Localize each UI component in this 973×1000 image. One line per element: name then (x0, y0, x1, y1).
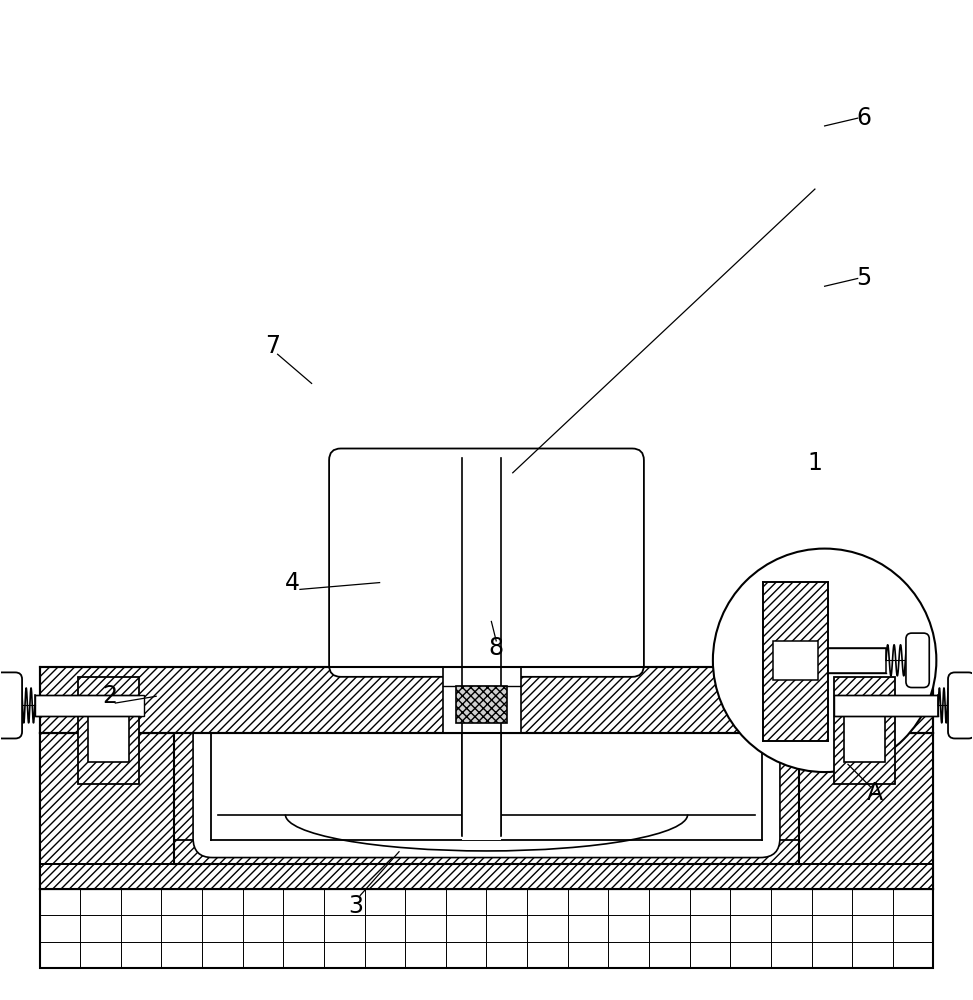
Bar (40, 733, 933, 889)
Bar (89, 713, 129, 762)
Bar (40, 733, 173, 889)
Bar (456, 686, 507, 723)
Text: 7: 7 (266, 334, 280, 358)
Bar (462, 667, 501, 840)
Bar (462, 733, 501, 840)
Bar (173, 733, 210, 864)
Bar (79, 677, 139, 784)
Bar (40, 667, 933, 733)
Text: 6: 6 (856, 106, 871, 130)
Bar (834, 695, 938, 716)
Bar (800, 733, 933, 889)
Bar (210, 733, 763, 864)
Bar (173, 840, 800, 864)
Bar (800, 733, 933, 889)
Bar (35, 695, 144, 716)
Text: 3: 3 (347, 894, 363, 918)
Bar (763, 582, 828, 741)
Text: 5: 5 (856, 266, 871, 290)
Bar (462, 458, 501, 733)
FancyBboxPatch shape (0, 672, 22, 738)
Text: 2: 2 (102, 684, 117, 708)
FancyBboxPatch shape (329, 449, 644, 677)
Text: 4: 4 (285, 571, 300, 595)
Circle shape (713, 549, 936, 772)
Text: 1: 1 (808, 451, 822, 475)
Bar (40, 864, 933, 889)
Bar (443, 667, 521, 733)
Bar (210, 733, 763, 840)
FancyBboxPatch shape (948, 672, 973, 738)
Bar (339, 458, 634, 667)
Bar (773, 641, 818, 680)
Bar (40, 733, 173, 889)
FancyBboxPatch shape (906, 633, 929, 688)
FancyBboxPatch shape (193, 716, 780, 858)
Bar (844, 713, 884, 762)
Bar (40, 889, 933, 968)
Bar (763, 733, 800, 864)
Bar (834, 677, 894, 784)
Bar (828, 648, 886, 673)
Text: 8: 8 (488, 636, 504, 660)
Text: A: A (867, 781, 883, 805)
